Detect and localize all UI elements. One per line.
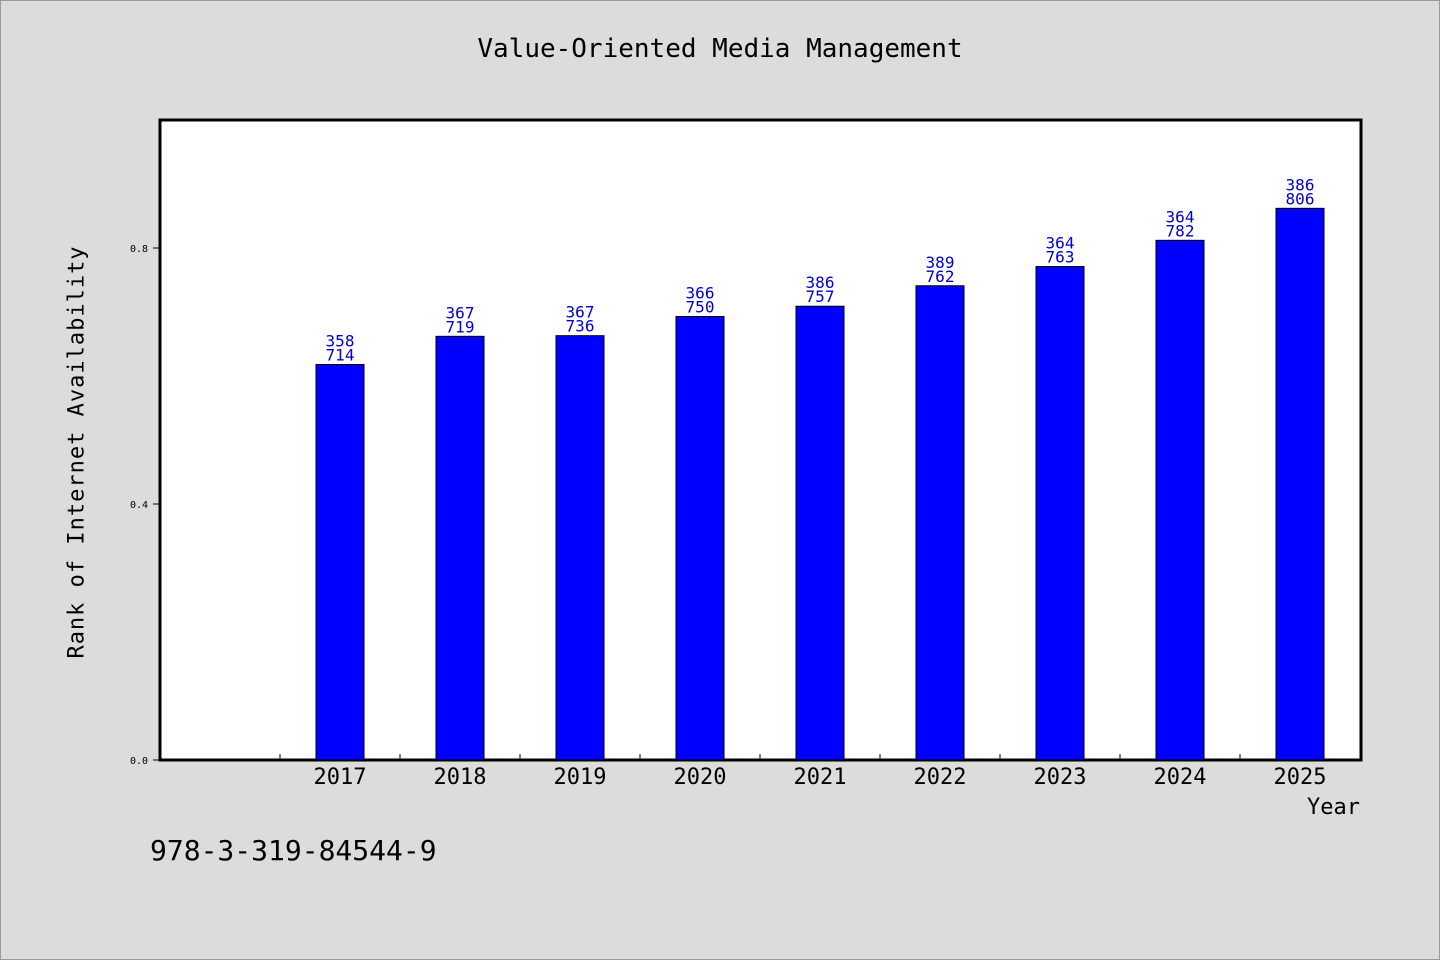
bar-data-label: 367 <box>446 303 475 322</box>
bar <box>435 335 485 761</box>
chart-title: Value-Oriented Media Management <box>477 34 963 64</box>
x-tick-label: 2021 <box>794 765 847 790</box>
bar <box>315 363 365 761</box>
bar-data-label: 364 <box>1046 234 1075 253</box>
bar-data-label: 386 <box>806 273 835 292</box>
bar-data-label: 782 <box>1166 221 1195 240</box>
y-tick-label: 0.4 <box>130 500 148 511</box>
x-tick-label: 2024 <box>1154 765 1207 790</box>
bar-data-label: 757 <box>806 287 835 306</box>
bar-labels: 3587143677193677363667503867573897623647… <box>326 175 1315 364</box>
x-tick-label: 2022 <box>914 765 967 790</box>
y-tick-label: 0.8 <box>130 244 148 255</box>
x-axis-ticks: 2017 2018 2019 2020 2021 2022 2023 2024 2025 <box>279 754 1361 790</box>
x-tick-label: 2020 <box>674 765 727 790</box>
bar-data-label: 736 <box>566 317 595 336</box>
bar-data-label: 806 <box>1286 189 1315 208</box>
bar <box>675 315 725 761</box>
bar <box>1275 207 1325 761</box>
bar-data-label: 386 <box>1286 175 1315 194</box>
bar-data-label: 367 <box>566 303 595 322</box>
bar-data-label: 358 <box>326 331 355 350</box>
x-axis-label: Year <box>1307 795 1360 820</box>
bar <box>795 305 845 761</box>
x-tick-label: 2019 <box>554 765 607 790</box>
bar-data-label: 389 <box>926 253 955 272</box>
bar-data-label: 366 <box>686 283 715 302</box>
bar <box>1155 239 1205 761</box>
bar-data-label: 719 <box>446 317 475 336</box>
bar-data-label: 750 <box>686 297 715 316</box>
footer-code: 978-3-319-84544-9 <box>150 834 437 867</box>
x-tick-label: 2017 <box>314 765 367 790</box>
x-tick-label: 2023 <box>1034 765 1087 790</box>
bar <box>1035 266 1085 761</box>
bar-data-label: 714 <box>326 345 355 364</box>
bar-series <box>315 207 1325 761</box>
bar-data-label: 763 <box>1046 248 1075 267</box>
y-axis-label: Rank of Internet Availability <box>64 245 90 659</box>
bar <box>555 335 605 761</box>
x-tick-label: 2018 <box>434 765 487 790</box>
y-tick-label: 0.0 <box>130 756 148 767</box>
bar <box>915 285 965 761</box>
y-axis-ticks: 0.0 0.4 0.8 <box>130 244 160 767</box>
bar-data-label: 364 <box>1166 207 1195 226</box>
x-tick-label: 2025 <box>1274 765 1327 790</box>
bar-data-label: 762 <box>926 267 955 286</box>
